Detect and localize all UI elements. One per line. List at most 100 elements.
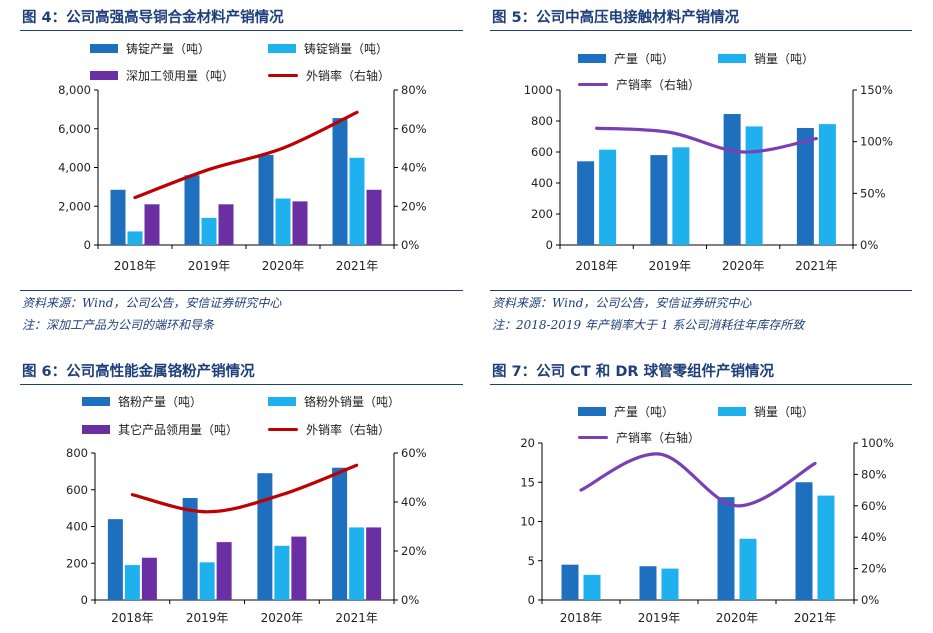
y-tick-label-right: 20% [401, 544, 427, 558]
fig6-swatch-sales [268, 397, 296, 406]
y-tick-label-left: 10 [520, 515, 535, 529]
fig7-title-rule [490, 384, 912, 385]
series-line [130, 463, 359, 514]
x-tick-label: 2018年 [560, 611, 603, 625]
y-tick-label-left: 800 [66, 446, 88, 460]
y-tick-label-left: 8,000 [58, 83, 91, 97]
y-tick-label-left: 0 [81, 593, 88, 607]
y-tick-label-right: 60% [401, 446, 427, 460]
fig5-source-rule [490, 290, 912, 291]
fig7-swatch-rate [578, 436, 608, 439]
bar [583, 574, 601, 600]
fig5-title-rule [490, 30, 912, 31]
series-line [579, 452, 817, 508]
fig6-legend-item-rate: 外销率（右轴） [268, 421, 390, 438]
x-tick-label: 2020年 [261, 611, 304, 625]
y-tick-label-right: 0% [401, 593, 419, 607]
y-tick-label-left: 4,000 [58, 161, 91, 175]
x-tick-label: 2018年 [575, 259, 618, 273]
fig4-source-rule [20, 290, 463, 291]
bar [349, 527, 365, 600]
y-tick-label-right: 20% [401, 199, 427, 213]
bar [184, 175, 200, 245]
fig4-swatch-deep-processing [90, 71, 118, 80]
fig4-legend-item-rate: 外销率（右轴） [268, 67, 390, 84]
fig7-legend-item-production: 产量（吨） [578, 403, 674, 420]
fig6-legend-item-sales: 铬粉外销量（吨） [268, 393, 400, 410]
fig7-swatch-production [578, 407, 606, 416]
fig5-swatch-production [578, 54, 606, 63]
series-line [595, 126, 818, 154]
bar [216, 542, 232, 600]
bar [332, 118, 348, 245]
fig4-swatch-sales [268, 44, 296, 53]
bar [182, 498, 198, 600]
fig6-swatch-other-use [82, 425, 110, 434]
y-tick-label-left: 20 [520, 436, 535, 450]
x-tick-label: 2021年 [336, 259, 379, 273]
bar [349, 157, 365, 245]
x-tick-label: 2021年 [794, 611, 837, 625]
y-tick-label-right: 0% [401, 238, 419, 252]
y-tick-label-left: 600 [531, 145, 553, 159]
bar [332, 467, 348, 600]
y-tick-label-right: 20% [861, 562, 887, 576]
y-tick-label-right: 60% [861, 499, 887, 513]
fig5-legend-label: 产销率（右轴） [616, 78, 701, 92]
fig7-legend-label: 产量（吨） [614, 405, 675, 419]
bar [745, 126, 763, 245]
bar [577, 161, 595, 245]
series-line [133, 110, 359, 200]
fig5-source: 资料来源：Wind，公司公告，安信证券研究中心 [492, 296, 752, 310]
bar [257, 473, 273, 600]
fig7-legend-label: 产销率（右轴） [616, 431, 701, 445]
fig5-legend-label: 销量（吨） [754, 52, 815, 66]
y-tick-label-right: 40% [401, 161, 427, 175]
x-tick-label: 2020年 [716, 611, 759, 625]
bar [274, 545, 290, 600]
bar [672, 147, 690, 245]
bar [599, 149, 617, 245]
x-tick-label: 2020年 [262, 259, 305, 273]
fig5-legend-item-rate: 产销率（右轴） [578, 76, 700, 93]
fig4-legend-item-sales: 铸锭销量（吨） [268, 40, 388, 57]
fig6-title-rule [20, 384, 463, 385]
fig4-title: 图 4：公司高强高导铜合金材料产销情况 [22, 10, 284, 26]
bar [717, 497, 735, 600]
fig4-legend-label: 外销率（右轴） [306, 69, 391, 83]
bar [110, 189, 126, 245]
fig4-swatch-production [90, 44, 118, 53]
fig4-legend-item-deep-processing: 深加工领用量（吨） [90, 67, 234, 84]
bar [201, 217, 217, 245]
fig6-swatch-production [82, 397, 110, 406]
y-tick-label-left: 200 [531, 207, 553, 221]
y-tick-label-right: 150% [860, 83, 893, 97]
fig6-chart: 0 200 400 600 800 0% 20% 40% 60% 2018年 2019年 2020年 2… [66, 446, 427, 625]
y-tick-label-left: 400 [66, 520, 88, 534]
fig6-title: 图 6：公司高性能金属铬粉产销情况 [22, 364, 255, 380]
fig4-source: 资料来源：Wind，公司公告，安信证券研究中心 [22, 296, 282, 310]
fig7-title: 图 7：公司 CT 和 DR 球管零组件产销情况 [492, 364, 775, 380]
fig4-chart: 0 2,000 4,000 6,000 8,000 0% 20% 40% 60% 80% 2018年… [58, 83, 427, 273]
y-tick-label-left: 0 [528, 593, 535, 607]
bar [107, 519, 123, 600]
y-tick-label-left: 400 [531, 176, 553, 190]
fig5-note: 注：2018-2019 年产销率大于 1 系公司消耗往年库存所致 [492, 318, 805, 332]
fig6-legend-label: 外销率（右轴） [306, 423, 391, 437]
bar [639, 566, 657, 600]
fig5-legend-item-production: 产量（吨） [578, 50, 674, 67]
y-tick-label-left: 600 [66, 483, 88, 497]
fig4-legend-label: 铸锭产量（吨） [126, 42, 211, 56]
y-tick-label-right: 100% [861, 436, 894, 450]
fig6-legend-label: 铬粉外销量（吨） [304, 395, 401, 409]
fig5-chart: 0 200 400 600 800 1000 0% 50% 100% 150% 2018年 2019年… [524, 83, 893, 273]
bar [141, 557, 157, 600]
bar [818, 124, 836, 245]
bar [661, 568, 679, 600]
bar [366, 527, 382, 600]
fig6-legend-label: 铬粉产量（吨） [118, 395, 203, 409]
y-tick-label-right: 40% [401, 495, 427, 509]
x-tick-label: 2021年 [335, 611, 378, 625]
bar [199, 562, 215, 600]
bar [258, 154, 274, 245]
